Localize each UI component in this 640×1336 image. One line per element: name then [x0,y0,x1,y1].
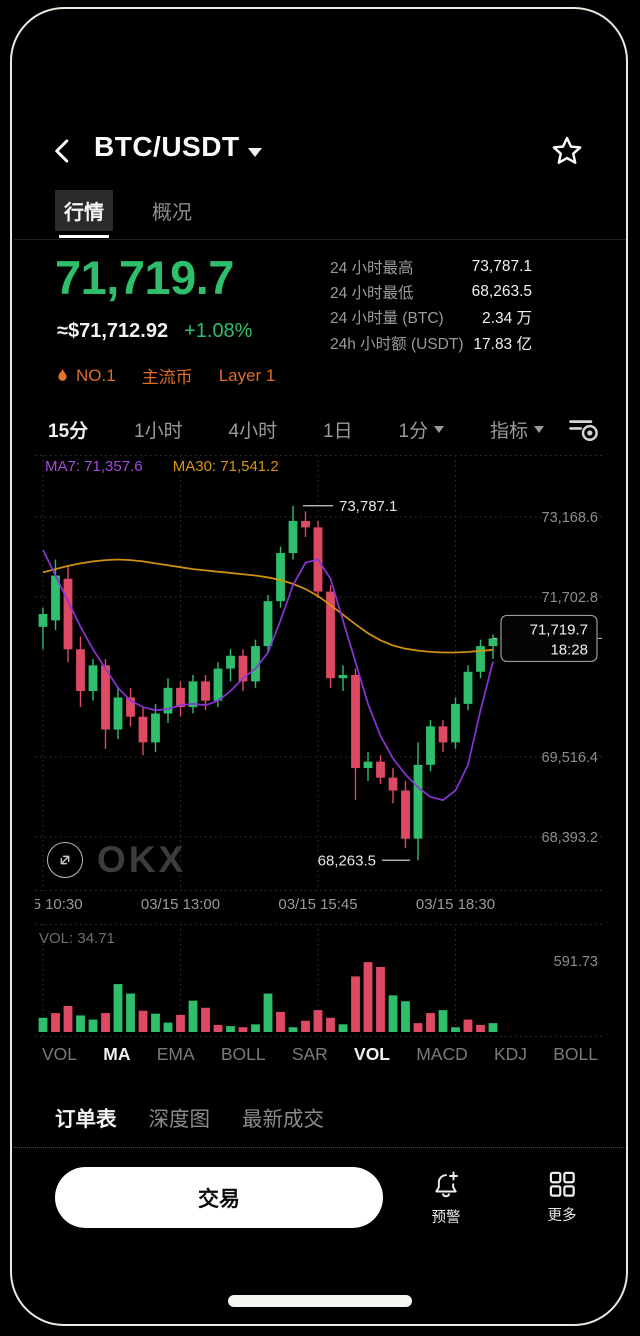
badge-layer1[interactable]: Layer 1 [218,365,276,385]
indicator-tab-sar-4[interactable]: SAR [291,1044,328,1064]
back-icon[interactable] [48,136,78,166]
stat-value: 17.83 亿 [473,335,532,353]
time-axis: 03/15 10:30 03/15 13:00 03/15 15:45 03/15 1… [35,894,605,922]
caret-down-icon [534,426,544,438]
stats-panel: 24 小时最高 73,787.1 24 小时最低 68,263.5 24 小时量 (BT… [330,254,532,356]
indicator-tab-vol-0[interactable]: VOL [42,1044,78,1064]
indicator-tabs: VOL MA EMA BOLL SAR VOL MACD KDJ BOLL [42,1044,598,1065]
favorite-star-icon[interactable] [550,134,584,168]
stat-label: 24 小时最高 [330,259,414,277]
timeframe-指标[interactable]: 指标 [490,416,544,443]
candlestick-chart[interactable]: MA7: 71,357.6 MA30: 71,541.2 OKX 73,787.… [35,455,605,891]
timeframe-4小时[interactable]: 4小时 [228,420,278,442]
order-tab-2[interactable]: 最新成交 [242,1108,324,1131]
svg-text:73,787.1: 73,787.1 [339,498,397,515]
fiat-price: ≈$71,712.92 [57,320,169,342]
time-axis-label: 03/15 18:30 [415,896,496,913]
tab-quotes[interactable]: 行情 [55,190,113,238]
caret-down-icon [434,426,445,438]
timeframe-bar: 15分 1小时 4小时 1日 1分 指标 [48,414,600,444]
indicator-tab-boll-3[interactable]: BOLL [220,1044,266,1064]
price-change-percent: +1.08% [184,320,253,342]
order-tabs: 订单表 深度图 最新成交 [55,1102,324,1132]
indicator-tab-macd-6[interactable]: MACD [416,1044,468,1064]
stat-label: 24 小时量 (BTC) [330,310,444,328]
fiat-price-row: ≈$71,712.92 +1.08% [57,320,252,343]
kline-svg[interactable]: 73,787.1 68,263.5 73,168.6 71,702.8 69,516.4… [35,455,605,891]
ma7-label: MA7: 71,357.6 [45,458,143,475]
header: BTC/USDT [0,126,640,178]
ma30-label: MA30: 71,541.2 [172,458,279,475]
timeframe-items: 15分 1小时 4小时 1日 1分 指标 [48,416,544,443]
badge-no1[interactable]: NO.1 [56,366,116,386]
volume-pane[interactable]: VOL: 34.71 591.73 [35,924,605,1038]
order-tab-1[interactable]: 深度图 [148,1108,211,1131]
svg-text:VOL: 34.71: VOL: 34.71 [39,930,115,947]
stat-value: 68,263.5 [471,283,532,301]
svg-text:73,168.6: 73,168.6 [542,510,598,526]
stat-row: 24 小时最高 73,787.1 [330,254,532,279]
tab-overview[interactable]: 概况 [152,202,192,224]
flame-icon [58,368,67,381]
more-label: 更多 [547,1208,577,1224]
timeframe-15分[interactable]: 15分 [48,420,89,442]
volume-svg: VOL: 34.71 591.73 [35,924,605,1037]
grid-more-icon [549,1171,575,1197]
stat-row: 24 小时量 (BTC) 2.34 万 [330,305,532,330]
ma-labels: MA7: 71,357.6 MA30: 71,541.2 [45,458,279,475]
indicator-tab-kdj-7[interactable]: KDJ [493,1044,528,1064]
svg-text:68,393.2: 68,393.2 [542,830,598,846]
last-price: 71,719.7 [55,251,234,304]
separator-dotted [14,1147,626,1148]
svg-text:68,263.5: 68,263.5 [318,852,376,869]
badge-mainstream[interactable]: 主流币 [141,368,193,387]
stat-label: 24h 小时额 (USDT) [330,335,464,353]
alert-action[interactable]: 预警 [414,1170,478,1227]
svg-text:71,702.8: 71,702.8 [542,590,598,606]
stat-value: 73,787.1 [471,257,532,275]
order-tab-0[interactable]: 订单表 [55,1108,117,1131]
stat-label: 24 小时最低 [330,285,414,303]
time-axis-label: 03/15 10:30 [35,896,83,913]
indicator-tab-ma-1[interactable]: MA [103,1044,131,1064]
okx-logo-watermark: OKX [97,839,187,880]
timeframe-1小时[interactable]: 1小时 [134,420,183,442]
timeframe-1日[interactable]: 1日 [323,420,353,442]
svg-text:69,516.4: 69,516.4 [542,750,598,766]
more-action[interactable]: 更多 [530,1170,594,1225]
indicator-tab-boll-8[interactable]: BOLL [553,1044,598,1064]
svg-text:591.73: 591.73 [554,954,598,970]
stat-row: 24h 小时额 (USDT) 17.83 亿 [330,330,532,355]
indicator-tab-ema-2[interactable]: EMA [156,1044,195,1064]
time-axis-label: 03/15 13:00 [140,896,221,913]
svg-text:71,719.7: 71,719.7 [530,621,588,638]
alert-label: 预警 [431,1210,461,1226]
stat-value: 2.34 万 [482,310,532,328]
pair-dropdown-caret-icon[interactable] [248,148,262,164]
indicator-tab-vol-5[interactable]: VOL [354,1044,390,1064]
separator [14,239,626,240]
fullscreen-expand-icon[interactable] [47,842,83,878]
token-badges: NO.1 主流币 Layer 1 [56,363,275,388]
timeframe-1分[interactable]: 1分 [399,416,445,443]
chart-settings-icon[interactable] [566,414,600,444]
home-indicator [228,1295,412,1307]
stat-row: 24 小时最低 68,263.5 [330,279,532,304]
bell-plus-icon [435,1171,458,1198]
pair-title[interactable]: BTC/USDT [94,131,240,162]
time-axis-label: 03/15 15:45 [278,896,358,913]
market-tabs: 行情 概况 [55,190,201,238]
chart-watermark: OKX [47,839,186,881]
trade-button[interactable]: 交易 [55,1167,383,1228]
svg-text:18:28: 18:28 [550,641,588,658]
